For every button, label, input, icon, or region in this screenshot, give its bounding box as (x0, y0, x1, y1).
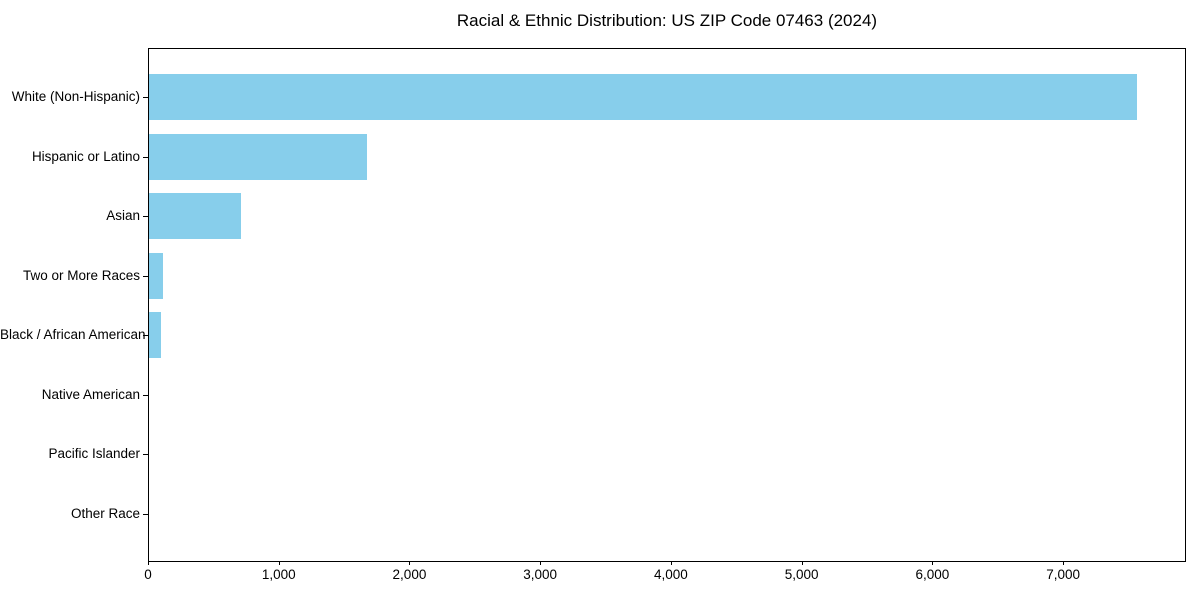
x-tick-mark (540, 561, 542, 565)
xtick-label: 0 (144, 567, 152, 582)
y-tick-mark (143, 157, 148, 158)
xtick-label: 3,000 (523, 567, 558, 582)
x-tick-mark (409, 561, 411, 565)
y-tick-mark (143, 335, 148, 336)
y-tick-mark (143, 216, 148, 217)
x-tick-mark (801, 561, 803, 565)
ytick-label-two-or-more-races: Two or More Races (22, 267, 140, 283)
x-tick-mark (670, 561, 672, 565)
y-tick-mark (143, 97, 148, 98)
bar-black-african-american (149, 312, 162, 359)
xtick-label: 5,000 (784, 567, 819, 582)
x-tick-mark (278, 561, 280, 565)
xtick-label: 2,000 (392, 567, 427, 582)
plot-area (148, 48, 1186, 562)
ytick-label-native-american: Native American (41, 386, 140, 402)
ytick-label-hispanic-or-latino: Hispanic or Latino (31, 148, 140, 164)
bar-hispanic-or-latino (149, 133, 368, 180)
ytick-label-white-non-hispanic: White (Non-Hispanic) (11, 89, 140, 104)
x-tick-mark (932, 561, 934, 565)
x-tick-mark (1063, 561, 1065, 565)
chart-title: Racial & Ethnic Distribution: US ZIP Cod… (456, 11, 878, 30)
ytick-label-black-african-american: Black / African American (0, 327, 146, 343)
y-tick-mark (143, 454, 148, 455)
y-tick-mark (143, 276, 148, 277)
xtick-label: 7,000 (1046, 567, 1080, 582)
xtick-label: 4,000 (654, 567, 688, 582)
bar-two-or-more-races (149, 252, 163, 299)
ytick-label-asian: Asian (106, 208, 140, 224)
bar-white-non-hispanic (149, 74, 1138, 120)
xtick-label: 1,000 (261, 567, 296, 582)
x-tick-mark (148, 561, 149, 565)
y-tick-mark (143, 395, 148, 396)
xtick-label: 6,000 (915, 567, 950, 582)
bar-asian (149, 193, 241, 240)
ytick-label-pacific-islander: Pacific Islander (48, 446, 140, 462)
ytick-label-other-race: Other Race (70, 505, 140, 521)
y-tick-mark (143, 514, 148, 515)
